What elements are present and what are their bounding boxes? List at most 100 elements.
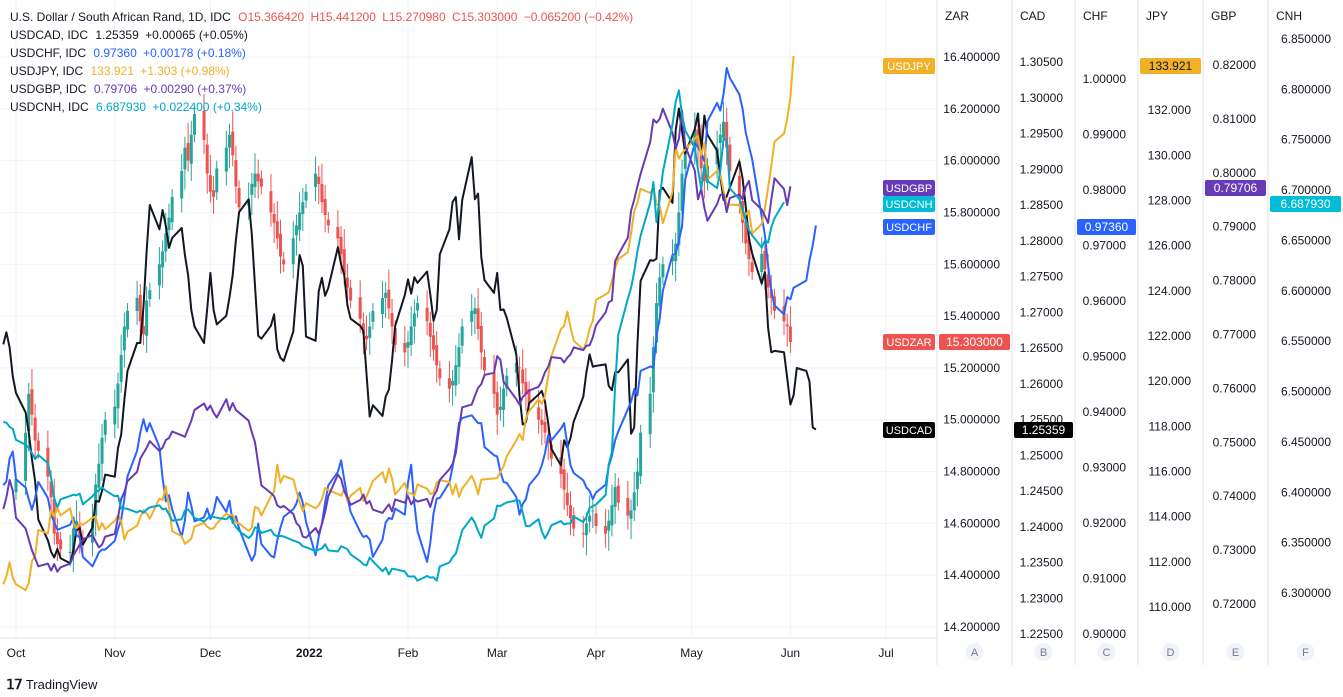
axis-tick-label: 0.75000	[1213, 435, 1257, 449]
candle-body	[269, 191, 273, 213]
candle-body	[428, 322, 432, 337]
candle-body	[349, 287, 353, 301]
candle-body	[215, 168, 219, 193]
candle-body	[524, 381, 528, 394]
candle	[482, 349, 486, 379]
axis-tick-label: 0.81000	[1213, 112, 1257, 126]
candle-body	[380, 297, 384, 315]
time-tick-label: Jun	[781, 646, 800, 660]
legend-item-value: 133.921	[90, 64, 134, 78]
candle-body	[639, 432, 643, 477]
candle	[202, 93, 206, 154]
candle	[674, 232, 678, 282]
axis-tick-label: 0.79000	[1213, 220, 1257, 234]
time-tick-label: Mar	[487, 646, 508, 660]
candle-body	[728, 144, 732, 171]
candle	[90, 503, 94, 557]
candle	[521, 349, 525, 395]
legend-close: C15.303000	[452, 10, 518, 24]
candle	[231, 111, 235, 167]
candle-body	[253, 173, 257, 188]
candle	[562, 458, 566, 510]
time-tick-label: Feb	[398, 646, 419, 660]
axis-tick-label: 1.00000	[1083, 72, 1127, 86]
axis-tick-label: 124.000	[1148, 284, 1192, 298]
candle-body	[569, 505, 573, 519]
candle-body	[655, 303, 659, 343]
candle	[358, 280, 362, 333]
candle-body	[747, 238, 751, 260]
axis-tick-label: 0.73000	[1213, 543, 1257, 557]
candle	[183, 136, 187, 190]
candle	[495, 381, 499, 435]
legend-main-label: U.S. Dollar / South African Rand, 1D, ID…	[10, 10, 231, 24]
candle-body	[371, 310, 375, 322]
candle-body	[702, 173, 706, 182]
axis-tick-label: 15.400000	[943, 309, 1000, 323]
candle-body	[562, 469, 566, 490]
candle-body	[326, 219, 330, 226]
candle	[33, 403, 37, 458]
candle-body	[565, 492, 569, 506]
candle-body	[113, 406, 117, 425]
candle-body	[205, 144, 209, 174]
candle-body	[167, 217, 171, 231]
legend-item-usdchf[interactable]: USDCHF, IDC 0.97360 +0.00178 (+0.18%)	[10, 44, 636, 62]
legend-item-label: USDCNH, IDC	[10, 100, 89, 114]
candle	[145, 286, 149, 353]
axis-tick-label: 1.27500	[1020, 270, 1064, 284]
axis-tick-label: 6.300000	[1281, 586, 1331, 600]
candle-body	[693, 129, 697, 151]
axis-tick-label: 14.400000	[943, 568, 1000, 582]
axis-tick-label: 6.650000	[1281, 233, 1331, 247]
candle	[180, 153, 184, 213]
candle	[126, 303, 130, 338]
axis-tick-label: 1.25000	[1020, 448, 1064, 462]
legend-item-usdcad[interactable]: USDCAD, IDC 1.25359 +0.00065 (+0.05%)	[10, 26, 636, 44]
candle-body	[658, 277, 662, 307]
candle-body	[677, 212, 681, 246]
time-tick-label: Apr	[587, 646, 606, 660]
candle	[451, 369, 455, 406]
candle-body	[100, 437, 104, 464]
candle-body	[482, 357, 486, 371]
candle-body	[135, 297, 139, 311]
candle-body	[502, 388, 506, 410]
candle-body	[90, 520, 94, 543]
candle-body	[30, 389, 34, 415]
legend-high: H15.441200	[310, 10, 376, 24]
candle-body	[725, 121, 729, 148]
legend-item-usdcnh[interactable]: USDCNH, IDC 6.687930 +0.022400 (+0.34%)	[10, 98, 636, 116]
axis-tick-label: 15.800000	[943, 205, 1000, 219]
tradingview-branding[interactable]: 𝟣𝟩 TradingView	[6, 676, 97, 693]
legend-main[interactable]: U.S. Dollar / South African Rand, 1D, ID…	[10, 8, 636, 26]
candle-body	[584, 523, 588, 536]
candle-body	[435, 345, 439, 366]
axis-tick-label: 0.72000	[1213, 597, 1257, 611]
candle-body	[737, 175, 741, 200]
candle	[626, 480, 630, 530]
legend-item-usdgbp[interactable]: USDGBP, IDC 0.79706 +0.00290 (+0.37%)	[10, 80, 636, 98]
candle	[294, 214, 298, 256]
legend-item-usdjpy[interactable]: USDJPY, IDC 133.921 +1.303 (+0.98%)	[10, 62, 636, 80]
candle-body	[454, 365, 458, 386]
candle-body	[275, 221, 279, 239]
value-tag-label: 6.687930	[1280, 197, 1330, 211]
candle-body	[629, 510, 633, 519]
legend-item-change: +1.303 (+0.98%)	[140, 64, 230, 78]
candle-body	[49, 481, 53, 498]
axis-id-badge	[1034, 643, 1053, 661]
name-tag-label: USDGBP	[886, 183, 932, 195]
candle	[208, 154, 212, 203]
candle-body	[119, 354, 123, 382]
axis-tick-label: 15.000000	[943, 413, 1000, 427]
candle-body	[760, 253, 764, 273]
candle	[24, 415, 28, 495]
candle	[750, 254, 754, 280]
candle	[677, 192, 681, 256]
candle-body	[591, 510, 595, 512]
axis-tick-label: 1.23500	[1020, 556, 1064, 570]
time-tick-label: Dec	[200, 646, 221, 660]
axis-tick-label: 0.77000	[1213, 328, 1257, 342]
